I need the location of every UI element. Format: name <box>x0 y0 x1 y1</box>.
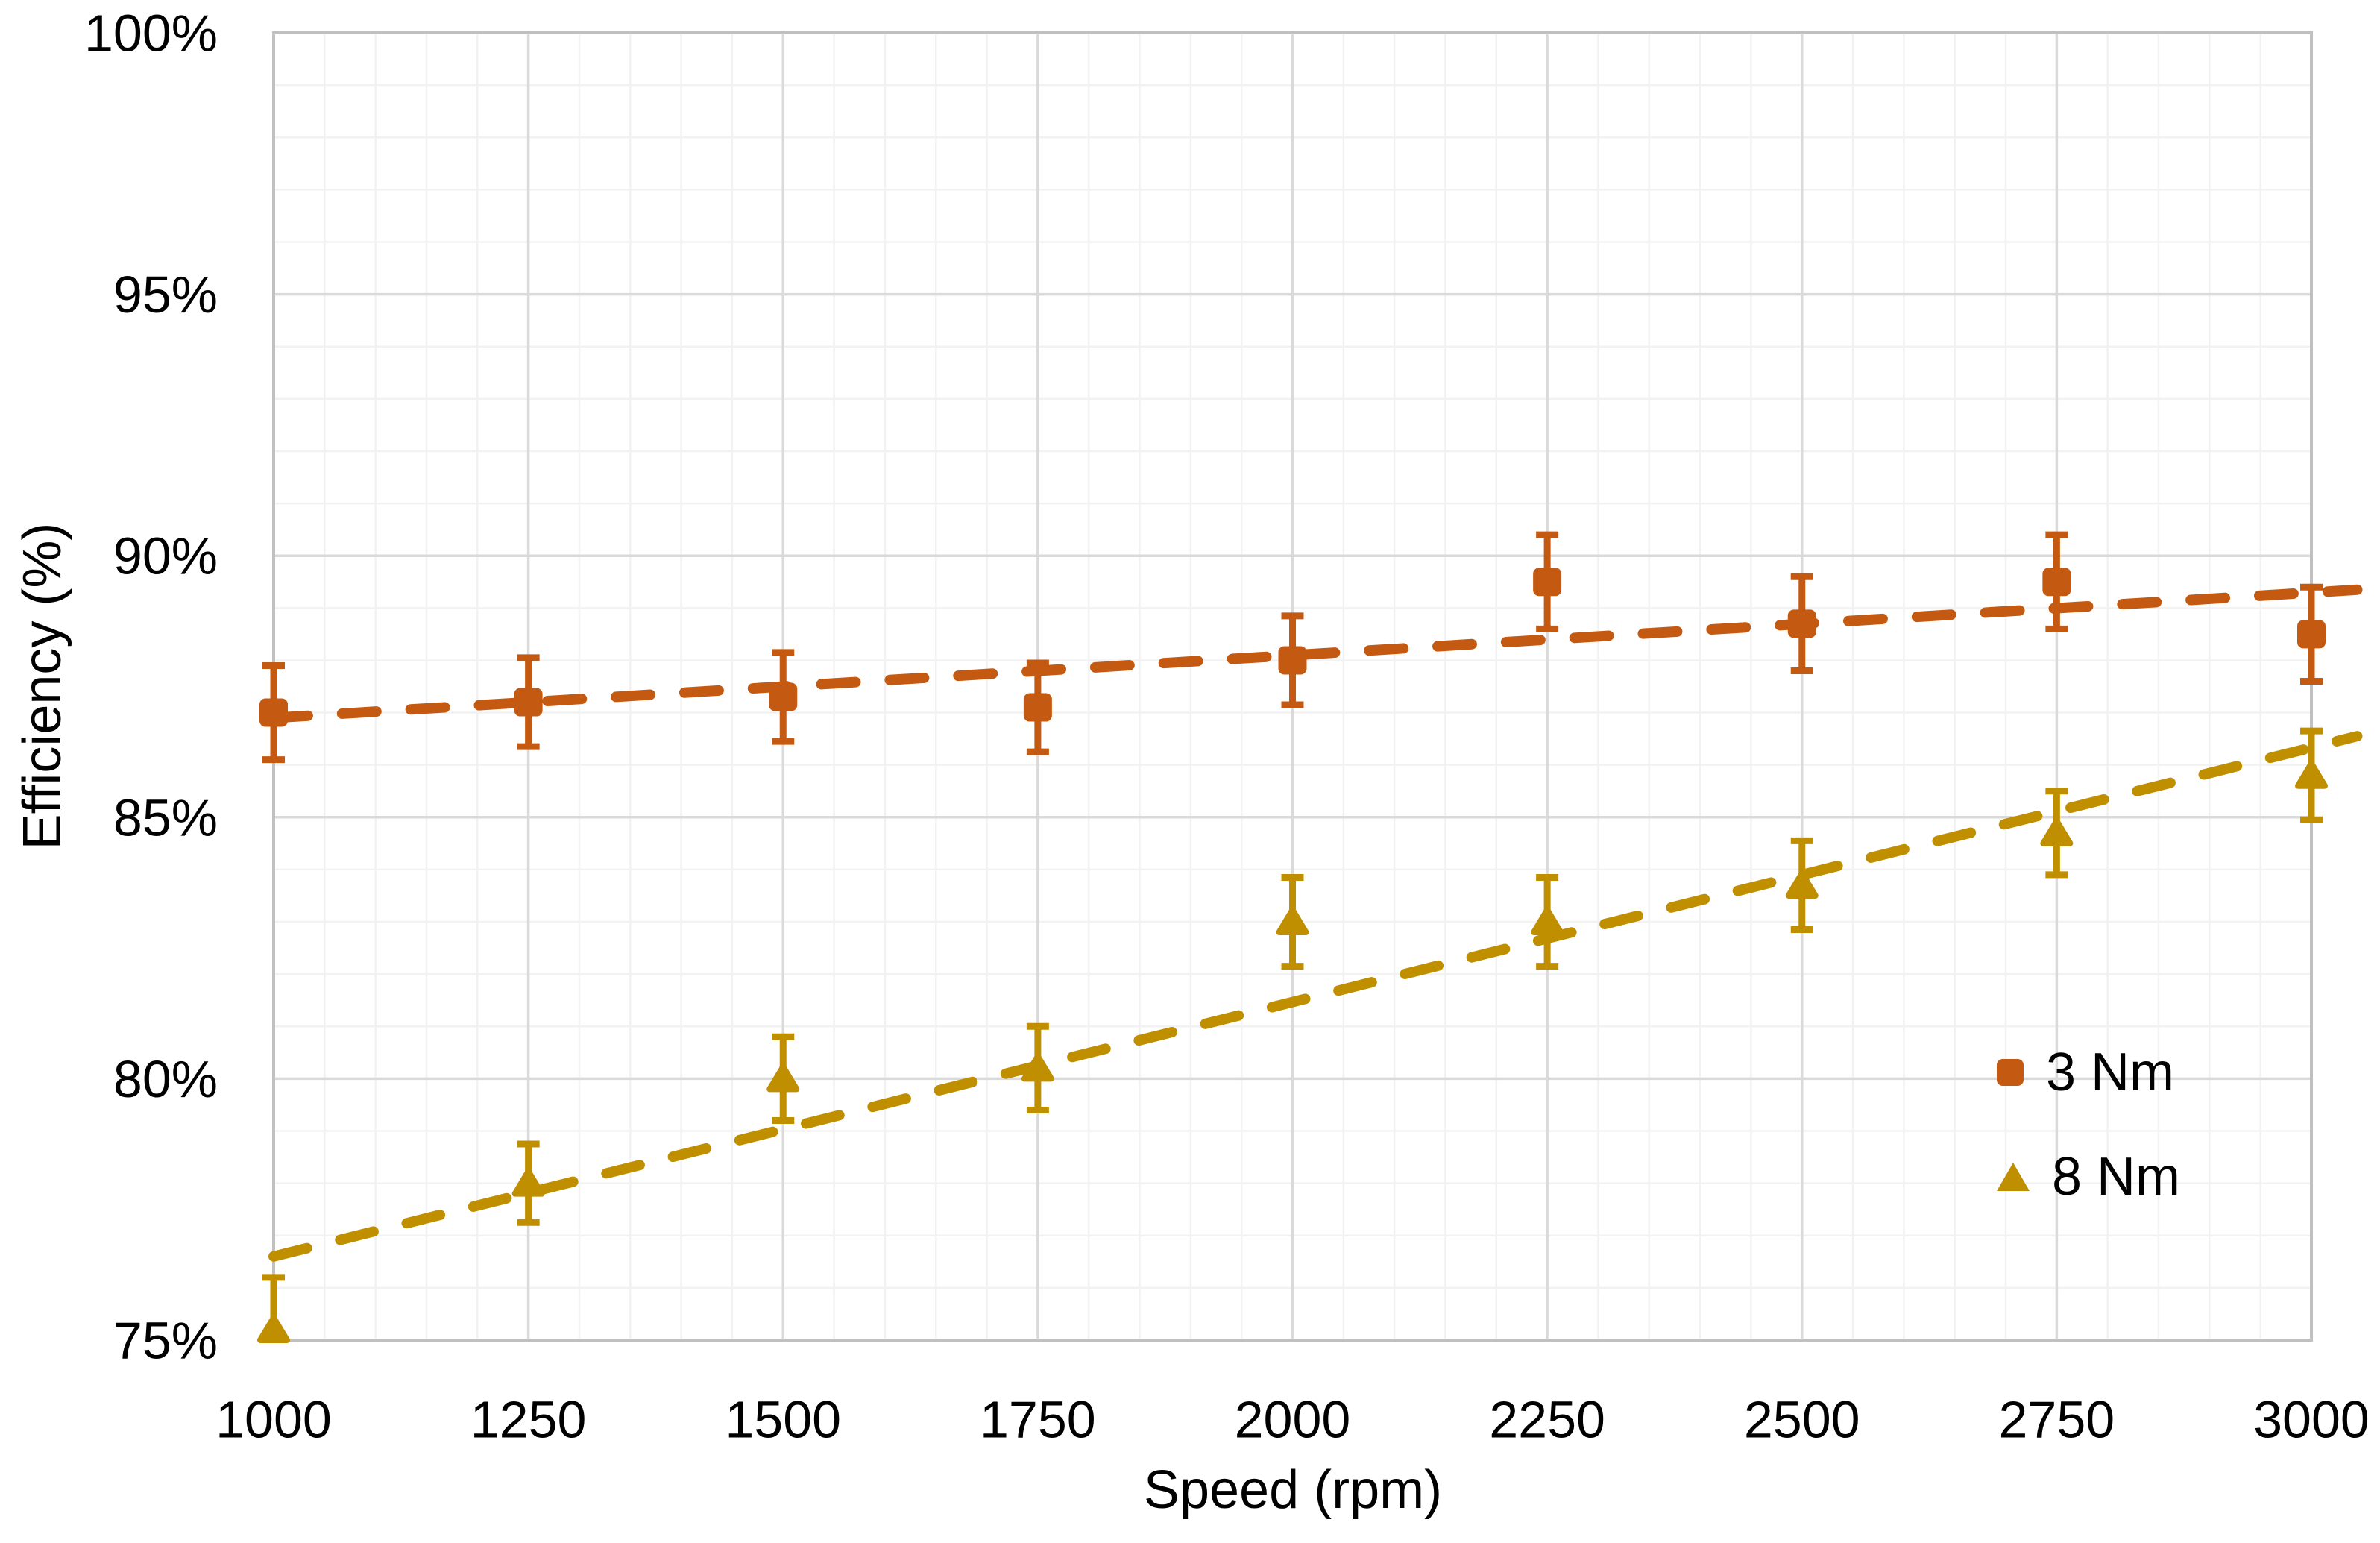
legend-item-8nm: 8 Nm <box>1997 1125 2180 1229</box>
legend: 3 Nm 8 Nm <box>1997 1020 2180 1229</box>
svg-text:1500: 1500 <box>725 1391 841 1449</box>
square-marker-icon <box>1997 1059 2024 1086</box>
legend-item-3nm: 3 Nm <box>1997 1020 2180 1125</box>
svg-text:2750: 2750 <box>1999 1391 2115 1449</box>
svg-text:100%: 100% <box>84 4 218 63</box>
svg-text:2500: 2500 <box>1744 1391 1860 1449</box>
x-axis-title: Speed (rpm) <box>1143 1460 1443 1520</box>
svg-text:1750: 1750 <box>980 1391 1096 1449</box>
svg-text:95%: 95% <box>113 265 218 324</box>
svg-text:1250: 1250 <box>470 1391 587 1449</box>
legend-label-8nm: 8 Nm <box>2052 1147 2181 1207</box>
svg-text:1000: 1000 <box>215 1391 332 1449</box>
svg-text:2250: 2250 <box>1489 1391 1605 1449</box>
svg-text:2000: 2000 <box>1235 1391 1351 1449</box>
y-axis-title: Efficiency (%) <box>13 522 72 850</box>
svg-text:75%: 75% <box>113 1312 218 1370</box>
svg-text:3000: 3000 <box>2253 1391 2370 1449</box>
svg-text:85%: 85% <box>113 788 218 846</box>
triangle-marker-icon <box>1997 1163 2030 1191</box>
legend-label-3nm: 3 Nm <box>2046 1043 2175 1102</box>
svg-text:80%: 80% <box>113 1050 218 1108</box>
svg-text:90%: 90% <box>113 527 218 585</box>
